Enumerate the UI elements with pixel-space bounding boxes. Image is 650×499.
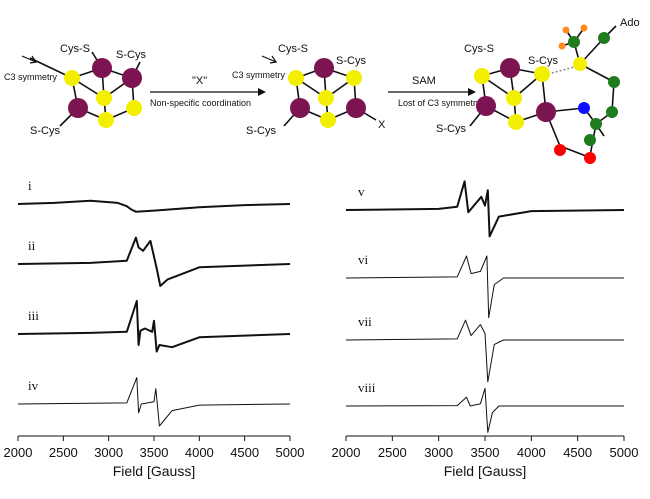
spectrum-label-ii: ii: [28, 238, 36, 253]
iron-atom: [536, 102, 556, 122]
spectrum-line-iii: [17, 300, 291, 353]
spectrum-label-v: v: [358, 184, 365, 199]
spectrum-line-vii: [345, 319, 624, 383]
iron-atom: [122, 68, 142, 88]
cluster-2-label-bottom: S-Cys: [246, 125, 276, 137]
spectrum-line-ii: [17, 236, 291, 287]
x-tick-label: 5000: [610, 445, 639, 460]
sulfur-atom: [573, 57, 587, 71]
carbon-atom: [608, 76, 620, 88]
spectrum-line-iv: [17, 377, 291, 427]
cluster-3-label-bottom: S-Cys: [436, 123, 466, 135]
cluster-1-label-top-right: S-Cys: [116, 49, 146, 61]
x-tick-label: 2500: [49, 445, 78, 460]
spectrum-label-i: i: [28, 178, 32, 193]
iron-atom: [500, 58, 520, 78]
x-tick-label: 4000: [517, 445, 546, 460]
cluster-2-label-top-left: Cys-S: [278, 43, 308, 55]
sulfur-atom: [288, 70, 304, 86]
x-tick-label: 2500: [378, 445, 407, 460]
cluster-2-symmetry: C3 symmetry: [232, 70, 286, 80]
spectrum-line-v: [345, 180, 625, 238]
carbon-atom: [590, 118, 602, 130]
sulfur-atom: [98, 112, 114, 128]
cluster-1-label-top-left: Cys-S: [60, 43, 90, 55]
cluster-3-label-top-right: S-Cys: [528, 55, 558, 67]
sulfur-atom: [126, 100, 142, 116]
iron-atom: [314, 58, 334, 78]
spectrum-label-iv: iv: [28, 378, 39, 393]
arrow-2-above: SAM: [412, 75, 436, 87]
cluster-1: Cys-S S-Cys S-Cys C3 symmetry: [4, 43, 146, 137]
spectrum-label-iii: iii: [28, 308, 39, 323]
iron-atom: [476, 96, 496, 116]
spectrum-label-vii: vii: [358, 314, 372, 329]
spectrum-line-viii: [345, 387, 624, 433]
x-tick-label: 4500: [563, 445, 592, 460]
reaction-scheme: Cys-S S-Cys S-Cys C3 symmetry "X" Non-sp…: [4, 17, 640, 164]
x-tick-label: 3500: [140, 445, 169, 460]
cluster-2-label-top-right: S-Cys: [336, 55, 366, 67]
sulfur-atom: [474, 68, 490, 84]
oxygen-atom: [554, 144, 566, 156]
hydrogen-atom: [562, 26, 570, 34]
sulfur-atom: [64, 70, 80, 86]
nitrogen-atom: [578, 102, 590, 114]
iron-atom: [290, 98, 310, 118]
sulfur-atom: [346, 70, 362, 86]
x-tick-label: 2000: [4, 445, 33, 460]
reaction-arrow-1: "X" Non-specific coordination: [150, 75, 266, 108]
arrow-2-below: Lost of C3 symmetry: [398, 98, 481, 108]
spectrum-label-vi: vi: [358, 252, 369, 267]
cluster-3: Cys-S S-Cys S-Cys Ado: [436, 17, 640, 164]
spectrum-line-vi: [345, 255, 624, 319]
reaction-arrow-2: SAM Lost of C3 symmetry: [388, 75, 481, 108]
x-tick-label: 3000: [424, 445, 453, 460]
hydrogen-atom: [580, 24, 588, 32]
sulfur-atom: [96, 90, 112, 106]
x-axis-title-right: Field [Gauss]: [444, 463, 526, 479]
oxygen-atom: [584, 152, 596, 164]
ado-label: Ado: [620, 17, 640, 29]
carbon-atom: [584, 134, 596, 146]
sulfur-atom: [320, 112, 336, 128]
cluster-2: Cys-S S-Cys S-Cys C3 symmetry X: [232, 43, 386, 137]
carbon-atom: [568, 36, 580, 48]
carbon-atom: [598, 32, 610, 44]
cluster-3-label-top-left: Cys-S: [464, 43, 494, 55]
x-tick-label: 3000: [94, 445, 123, 460]
arrow-1-above: "X": [192, 75, 207, 87]
sulfur-atom: [318, 90, 334, 106]
x-tick-label: 4000: [185, 445, 214, 460]
arrow-1-below: Non-specific coordination: [150, 98, 251, 108]
iron-atom: [92, 58, 112, 78]
x-tick-label: 3500: [471, 445, 500, 460]
sulfur-atom: [534, 66, 550, 82]
sulfur-atom: [508, 114, 524, 130]
cluster-2-ligand-x: X: [378, 119, 386, 131]
hydrogen-atom: [558, 42, 566, 50]
epr-panel-right: 2000 2500 3000 3500 4000 4500 5000 vviviiviii …: [332, 180, 639, 479]
spectrum-label-viii: viii: [358, 380, 376, 395]
iron-atom: [68, 98, 88, 118]
spectrum-line-i: [17, 199, 291, 213]
carbon-atom: [606, 106, 618, 118]
cluster-1-label-bottom: S-Cys: [30, 125, 60, 137]
x-tick-label: 5000: [276, 445, 305, 460]
cluster-1-symmetry: C3 symmetry: [4, 72, 58, 82]
x-axis-title-left: Field [Gauss]: [113, 463, 195, 479]
sulfur-atom: [506, 90, 522, 106]
x-tick-label: 4500: [230, 445, 259, 460]
x-tick-label: 2000: [332, 445, 361, 460]
iron-atom: [346, 98, 366, 118]
